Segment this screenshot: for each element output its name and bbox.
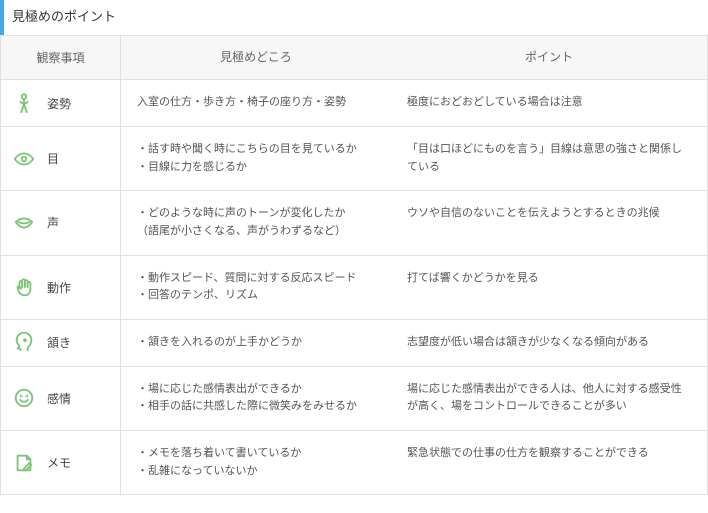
cell-point: 志望度が低い場合は頷きが少なくなる傾向がある xyxy=(391,320,707,366)
cell-observation: ・動作スピード、質問に対する反応スピード・回答のテンポ、リズム xyxy=(121,256,391,319)
cell-point: 場に応じた感情表出ができる人は、他人に対する感受性が高く、場をコントロールできる… xyxy=(391,367,707,430)
row-label: 姿勢 xyxy=(47,95,71,112)
table-row: 動作 ・動作スピード、質問に対する反応スピード・回答のテンポ、リズム 打てば響く… xyxy=(1,256,707,320)
cell-point: 「目は口ほどにものを言う」目線は意思の強さと関係している xyxy=(391,127,707,190)
row-label: 頷き xyxy=(47,334,71,351)
head-icon xyxy=(11,332,37,354)
memo-icon xyxy=(11,452,37,474)
cell-observation: ・メモを落ち着いて書いているか・乱雑になっていないか xyxy=(121,431,391,494)
cell-observation: ・場に応じた感情表出ができるか・相手の話に共感した際に微笑みをみせるか xyxy=(121,367,391,430)
cell-observation: ・頷きを入れるのが上手かどうか xyxy=(121,320,391,366)
cell-point: 打てば響くかどうかを見る xyxy=(391,256,707,319)
cell-point: ウソや自信のないことを伝えようとするときの兆候 xyxy=(391,191,707,254)
page-title: 見極めのポイント xyxy=(0,0,708,35)
observation-table: 観察事項 見極めどころ ポイント 姿勢 入室の仕方・歩き方・椅子の座り方・姿勢 … xyxy=(0,35,708,495)
cell-observation: ・話す時や聞く時にこちらの目を見ているか・目線に力を感じるか xyxy=(121,127,391,190)
cell-point: 緊急状態での仕事の仕方を観察することができる xyxy=(391,431,707,494)
row-label: メモ xyxy=(47,454,71,471)
posture-icon xyxy=(11,92,37,114)
header-hint: ポイント xyxy=(391,36,707,79)
table-row: 姿勢 入室の仕方・歩き方・椅子の座り方・姿勢 極度におどおどしている場合は注意 xyxy=(1,80,707,127)
row-label: 目 xyxy=(47,150,59,167)
header-observation: 観察事項 xyxy=(1,36,121,79)
row-label: 声 xyxy=(47,214,59,231)
cell-observation: 入室の仕方・歩き方・椅子の座り方・姿勢 xyxy=(121,80,391,126)
cell-observation: ・どのような時に声のトーンが変化したか（語尾が小さくなる、声がうわずるなど） xyxy=(121,191,391,254)
cell-point: 極度におどおどしている場合は注意 xyxy=(391,80,707,126)
row-label: 感情 xyxy=(47,390,71,407)
row-label: 動作 xyxy=(47,279,71,296)
table-row: 目 ・話す時や聞く時にこちらの目を見ているか・目線に力を感じるか 「目は口ほどに… xyxy=(1,127,707,191)
table-row: 声 ・どのような時に声のトーンが変化したか（語尾が小さくなる、声がうわずるなど）… xyxy=(1,191,707,255)
mouth-icon xyxy=(11,212,37,234)
eye-icon xyxy=(11,148,37,170)
smile-icon xyxy=(11,387,37,409)
table-row: 頷き ・頷きを入れるのが上手かどうか 志望度が低い場合は頷きが少なくなる傾向があ… xyxy=(1,320,707,367)
hand-icon xyxy=(11,276,37,298)
header-point: 見極めどころ xyxy=(121,36,391,79)
table-row: メモ ・メモを落ち着いて書いているか・乱雑になっていないか 緊急状態での仕事の仕… xyxy=(1,431,707,494)
table-row: 感情 ・場に応じた感情表出ができるか・相手の話に共感した際に微笑みをみせるか 場… xyxy=(1,367,707,431)
table-header-row: 観察事項 見極めどころ ポイント xyxy=(1,36,707,80)
